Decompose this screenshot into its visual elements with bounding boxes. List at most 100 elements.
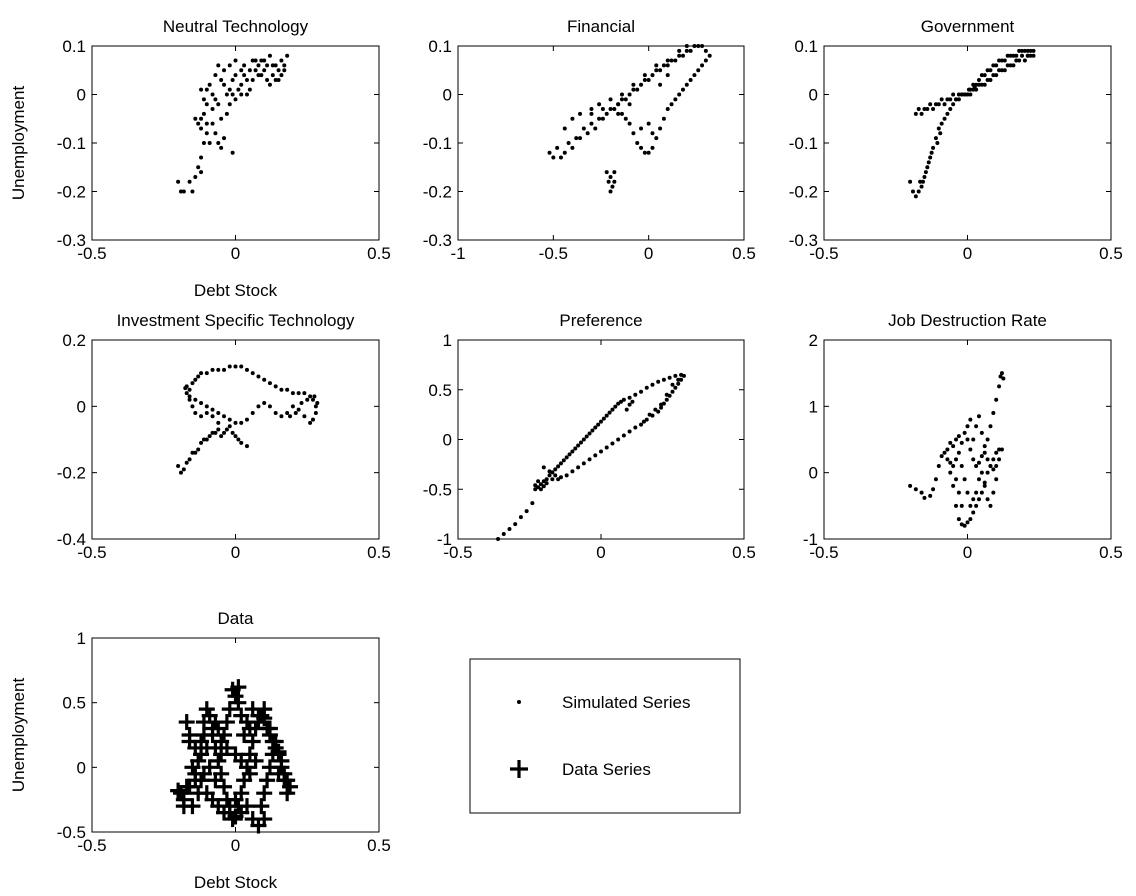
data-point xyxy=(631,82,636,87)
data-point xyxy=(199,116,204,121)
data-point xyxy=(988,464,993,469)
data-point xyxy=(627,402,632,407)
data-point xyxy=(224,681,241,698)
data-point xyxy=(656,409,661,414)
data-point xyxy=(193,377,198,382)
data-point xyxy=(971,510,976,515)
data-point xyxy=(974,424,979,429)
data-point xyxy=(256,73,261,78)
data-point xyxy=(942,102,947,107)
data-point xyxy=(931,145,936,150)
x-tick-label: 0.5 xyxy=(367,836,391,855)
data-point xyxy=(238,798,255,815)
data-point xyxy=(971,457,976,462)
data-point xyxy=(276,77,281,82)
x-tick-label: -0.5 xyxy=(77,543,106,562)
data-point xyxy=(608,174,613,179)
data-point xyxy=(524,509,529,514)
data-point xyxy=(538,482,543,487)
data-point xyxy=(210,107,215,112)
data-point xyxy=(1017,48,1022,53)
data-point xyxy=(929,150,934,155)
data-point xyxy=(639,82,644,87)
data-point xyxy=(965,490,970,495)
panel-4: Investment Specific Technology -0.5 0 0.5 -0… xyxy=(57,311,391,562)
data-point xyxy=(994,63,999,68)
y-tick-label: -0.3 xyxy=(57,231,86,250)
data-point xyxy=(193,397,198,402)
data-point xyxy=(218,739,235,756)
data-point xyxy=(564,455,569,460)
data-point xyxy=(279,73,284,78)
data-point xyxy=(692,73,697,78)
data-point xyxy=(616,437,621,442)
data-point xyxy=(241,765,258,782)
data-point xyxy=(965,424,970,429)
data-point xyxy=(604,413,609,418)
data-point xyxy=(1011,63,1016,68)
data-point xyxy=(991,63,996,68)
data-point xyxy=(938,131,943,136)
data-point xyxy=(199,126,204,131)
y-tick-label: -0.5 xyxy=(423,480,452,499)
data-point xyxy=(507,527,512,532)
data-point xyxy=(570,449,575,454)
data-point xyxy=(919,490,924,495)
data-point xyxy=(696,44,701,48)
data-point xyxy=(985,470,990,475)
data-point xyxy=(219,434,224,439)
data-point xyxy=(230,77,235,82)
data-point xyxy=(216,778,233,795)
legend: Simulated Series Data Series xyxy=(469,658,741,814)
data-point xyxy=(219,116,224,121)
data-point xyxy=(199,414,204,419)
data-point xyxy=(968,503,973,508)
data-point xyxy=(222,430,227,435)
data-point xyxy=(241,720,258,737)
data-point xyxy=(959,92,964,97)
data-point xyxy=(659,405,664,410)
data-point xyxy=(589,121,594,126)
data-point xyxy=(247,68,252,73)
x-tick-label: 0.5 xyxy=(367,244,391,263)
data-point xyxy=(677,53,682,58)
data-point xyxy=(310,397,315,402)
y-tick-label: 0.2 xyxy=(62,331,86,350)
data-point xyxy=(619,399,624,404)
data-point xyxy=(616,111,621,116)
data-point xyxy=(556,477,561,482)
data-point xyxy=(1028,53,1033,58)
data-point xyxy=(230,92,235,97)
data-point xyxy=(976,497,981,502)
data-point xyxy=(233,58,238,63)
data-point xyxy=(658,82,663,87)
data-point xyxy=(965,437,970,442)
data-point xyxy=(954,97,959,102)
data-point xyxy=(959,464,964,469)
data-point xyxy=(544,477,549,482)
data-point xyxy=(216,102,221,107)
data-point xyxy=(213,430,218,435)
data-point xyxy=(979,82,984,87)
panel-title: Financial xyxy=(567,17,635,36)
data-point xyxy=(256,785,273,802)
x-tick-label: 0 xyxy=(644,244,653,263)
data-point xyxy=(195,765,212,782)
data-point xyxy=(216,367,221,372)
data-point xyxy=(244,444,249,449)
data-point xyxy=(288,414,293,419)
data-point xyxy=(315,401,320,406)
data-point xyxy=(233,420,238,425)
data-point xyxy=(196,374,201,379)
data-point xyxy=(175,798,192,815)
data-point xyxy=(919,184,924,189)
data-point xyxy=(576,465,581,470)
data-point xyxy=(553,473,558,478)
data-point xyxy=(999,371,1004,376)
data-point xyxy=(276,68,281,73)
data-point xyxy=(661,377,666,382)
x-tick-label: -0.5 xyxy=(809,244,838,263)
data-point xyxy=(187,397,192,402)
data-point xyxy=(290,404,295,409)
data-point xyxy=(239,440,244,445)
